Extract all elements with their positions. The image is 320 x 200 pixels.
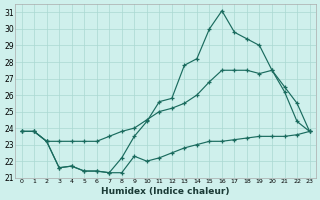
X-axis label: Humidex (Indice chaleur): Humidex (Indice chaleur) bbox=[101, 187, 230, 196]
